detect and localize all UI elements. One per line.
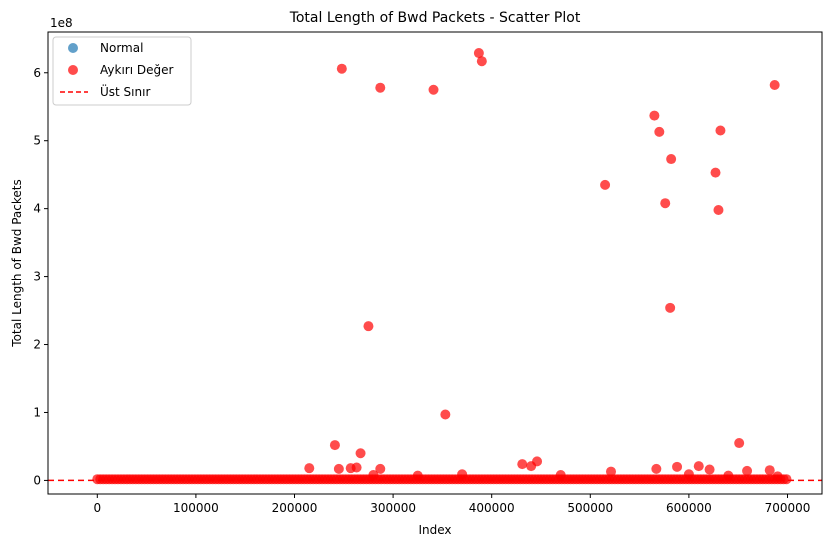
outlier-point [526, 461, 537, 472]
outlier-point [412, 470, 423, 481]
outlier-point [781, 474, 792, 485]
x-tick-label: 100000 [173, 501, 219, 515]
y-tick-label: 1 [33, 405, 41, 419]
x-axis-ticks: 0 100000 200000 300000 400000 500000 600000 700… [93, 494, 810, 515]
outlier-point [672, 461, 683, 472]
outlier-point [457, 469, 468, 480]
outlier-point [355, 448, 366, 459]
outlier-point [517, 459, 528, 470]
x-tick-label: 400000 [469, 501, 515, 515]
outlier-point [683, 469, 694, 480]
plot-area [48, 48, 822, 485]
y-tick-label: 4 [33, 202, 41, 216]
outlier-point [440, 409, 451, 420]
outlier-point [654, 126, 665, 137]
y-tick-label: 0 [33, 473, 41, 487]
legend-marker-outlier [68, 65, 78, 75]
outlier-point [723, 470, 734, 481]
x-tick-label: 300000 [370, 501, 416, 515]
outlier-point [473, 48, 484, 59]
x-tick-label: 200000 [272, 501, 318, 515]
legend-label-limit: Üst Sınır [100, 83, 150, 99]
y-tick-label: 3 [33, 270, 41, 284]
outlier-point [363, 321, 374, 332]
plot-frame [47, 31, 823, 495]
outlier-point [333, 463, 344, 474]
outlier-point [368, 469, 379, 480]
outlier-point [336, 63, 347, 74]
y-axis-ticks: 0 1 2 3 4 5 6 [33, 66, 48, 487]
legend: Normal Aykırı Değer Üst Sınır [52, 36, 192, 106]
legend-label-normal: Normal [100, 41, 143, 55]
y-offset-label: 1e8 [50, 16, 73, 30]
legend-frame [52, 36, 192, 106]
x-tick-label: 600000 [666, 501, 712, 515]
x-axis-label: Index [418, 523, 451, 537]
x-tick-label: 0 [93, 501, 101, 515]
outlier-point [660, 198, 671, 209]
outlier-point [693, 461, 704, 472]
chart-title: Total Length of Bwd Packets - Scatter Pl… [289, 10, 581, 26]
outlier-point [713, 205, 724, 216]
outlier-point [769, 79, 780, 90]
outlier-point [734, 438, 745, 449]
outlier-point [704, 464, 715, 475]
outlier-point [476, 56, 487, 67]
outlier-point [710, 167, 721, 178]
outlier-point [772, 471, 783, 482]
outlier-point [764, 465, 775, 476]
legend-label-outlier: Aykırı Değer [100, 63, 173, 77]
outlier-point [351, 462, 362, 473]
outlier-point [375, 463, 386, 474]
outlier-point [651, 463, 662, 474]
y-tick-label: 5 [33, 134, 41, 148]
x-tick-label: 500000 [567, 501, 613, 515]
outlier-point [428, 84, 439, 95]
outlier-point [666, 154, 677, 165]
y-axis-label: Total Length of Bwd Packets [10, 179, 24, 347]
legend-marker-normal [68, 43, 78, 53]
outlier-point [555, 469, 566, 480]
outlier-point [600, 179, 611, 190]
y-tick-label: 6 [33, 66, 41, 80]
outlier-point [329, 440, 340, 451]
outlier-point [605, 466, 616, 477]
y-tick-label: 2 [33, 338, 41, 352]
outlier-point [649, 110, 660, 121]
outlier-point [715, 125, 726, 136]
outlier-point [665, 302, 676, 313]
x-tick-label: 700000 [765, 501, 811, 515]
outlier-point [742, 465, 753, 476]
outlier-point [375, 82, 386, 93]
outlier-point [304, 463, 315, 474]
